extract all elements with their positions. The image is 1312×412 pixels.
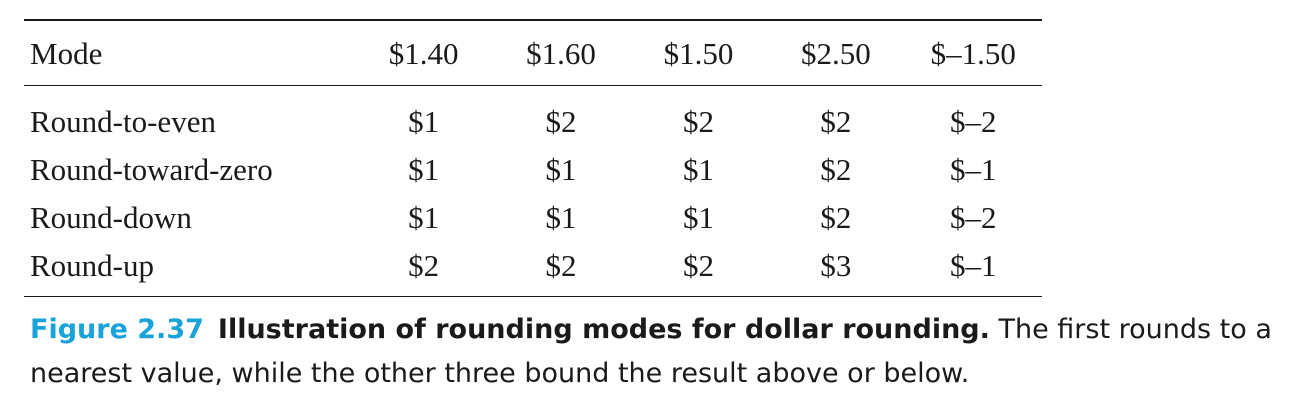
table-header: Mode $1.40 $1.60 $1.50 $2.50 $–1.50 [24, 21, 1042, 85]
row-cell: $1 [408, 104, 440, 139]
row-cell: $3 [820, 248, 852, 283]
header-value: $–1.50 [930, 36, 1016, 71]
row-cell: $–1 [950, 248, 997, 283]
rounding-table-container: Mode $1.40 $1.60 $1.50 $2.50 $–1.50 Roun… [24, 19, 1042, 297]
row-cell: $2 [545, 104, 577, 139]
row-cell: $–2 [950, 200, 997, 235]
row-cell: $1 [545, 200, 577, 235]
row-cell: $2 [682, 104, 714, 139]
table-row: Round-to-even $1 $2 $2 $2 $–2 [24, 86, 1042, 146]
header-value: $1.50 [663, 36, 734, 71]
row-cell: $2 [820, 104, 852, 139]
row-mode-label: Round-toward-zero [30, 152, 273, 187]
row-cell: $1 [682, 200, 714, 235]
row-cell: $–2 [950, 104, 997, 139]
row-cell: $2 [820, 152, 852, 187]
row-cell: $2 [820, 200, 852, 235]
header-mode: Mode [30, 36, 103, 71]
table-top-rule [24, 19, 1042, 21]
row-mode-label: Round-to-even [30, 104, 216, 139]
rounding-modes-body-table: Round-to-even $1 $2 $2 $2 $–2 Round-towa… [24, 86, 1042, 296]
table-row: Round-up $2 $2 $2 $3 $–1 [24, 242, 1042, 296]
header-value: $1.40 [388, 36, 459, 71]
header-value: $2.50 [800, 36, 871, 71]
table-body: Round-to-even $1 $2 $2 $2 $–2 Round-towa… [24, 86, 1042, 296]
figure-title: Illustration of rounding modes for dolla… [217, 314, 990, 345]
header-row: Mode $1.40 $1.60 $1.50 $2.50 $–1.50 [24, 21, 1042, 85]
row-cell: $2 [545, 248, 577, 283]
figure-caption-text: The first rounds to a nearest value, whi… [30, 314, 1272, 389]
table-row: Round-toward-zero $1 $1 $1 $2 $–1 [24, 146, 1042, 194]
rounding-modes-table: Mode $1.40 $1.60 $1.50 $2.50 $–1.50 [24, 21, 1042, 85]
header-rule [24, 85, 1042, 86]
row-cell: $1 [545, 152, 577, 187]
row-cell: $2 [682, 248, 714, 283]
figure-caption: Figure 2.37 Illustration of rounding mode… [30, 308, 1305, 396]
row-cell: $1 [682, 152, 714, 187]
row-mode-label: Round-down [30, 200, 192, 235]
row-cell: $2 [408, 248, 440, 283]
header-value: $1.60 [526, 36, 596, 71]
row-cell: $1 [408, 152, 440, 187]
table-row: Round-down $1 $1 $1 $2 $–2 [24, 194, 1042, 242]
row-cell: $–1 [950, 152, 997, 187]
row-mode-label: Round-up [30, 248, 154, 283]
table-bottom-rule [24, 296, 1042, 297]
row-cell: $1 [408, 200, 440, 235]
figure-label: Figure 2.37 [30, 314, 204, 345]
